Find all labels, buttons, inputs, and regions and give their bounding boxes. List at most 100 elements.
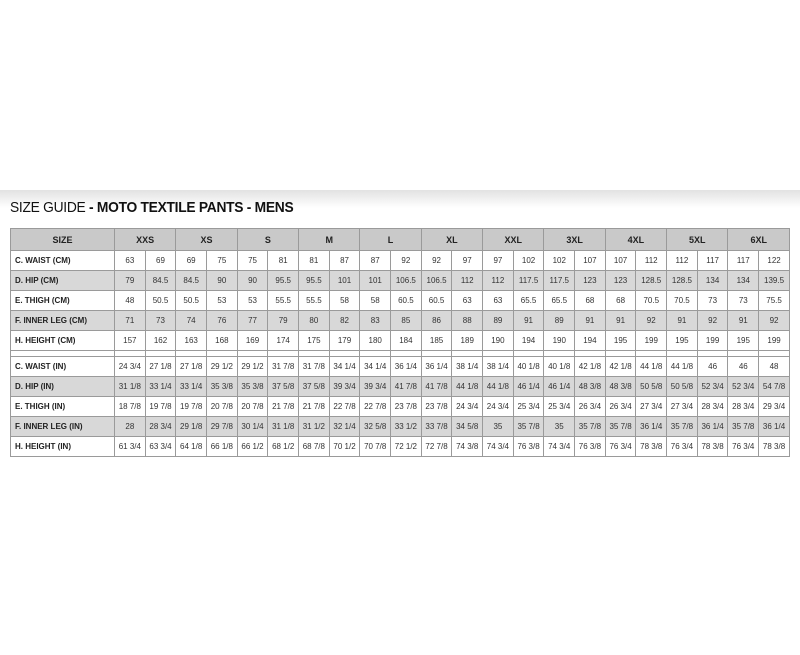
- cell-value: 46 1/4: [543, 376, 576, 397]
- cell-value: 194: [574, 330, 606, 351]
- cell-value: 28: [114, 416, 146, 437]
- cell-value: 28 3/4: [144, 416, 177, 437]
- cell-value: 24 3/4: [114, 356, 146, 377]
- cell-value: 27 1/8: [175, 356, 208, 377]
- row-label: D. HIP (IN): [10, 376, 115, 397]
- table-row: F. INNER LEG (IN) 28 28 3/4 29 1/8 29 7/8 30 …: [10, 416, 790, 437]
- cell-value: 195: [727, 330, 760, 351]
- cell-value: 48 3/8: [604, 376, 637, 397]
- cell-value: 84.5: [144, 270, 177, 291]
- cell-value: 35 3/8: [206, 376, 238, 397]
- cell-value: 74 3/4: [543, 436, 576, 457]
- cell-value: 112: [451, 270, 484, 291]
- cell-value: 55.5: [298, 290, 330, 311]
- row-label: E. THIGH (IN): [10, 396, 115, 417]
- cell-value: 91: [727, 310, 760, 331]
- cell-value: 70 7/8: [359, 436, 392, 457]
- cell-value: 18 7/8: [114, 396, 146, 417]
- cell-value: 31 1/2: [298, 416, 330, 437]
- cell-value: 38 1/4: [482, 356, 514, 377]
- cell-value: 34 1/4: [328, 356, 361, 377]
- cell-value: 40 1/8: [512, 356, 545, 377]
- cell-value: 73: [727, 290, 760, 311]
- cell-value: 179: [328, 330, 361, 351]
- cell-value: 53: [206, 290, 238, 311]
- header-size-xxl: XXL: [482, 228, 545, 251]
- cell-value: 92: [390, 250, 422, 271]
- cell-value: 36 1/4: [420, 356, 453, 377]
- header-size-l: L: [359, 228, 422, 251]
- cell-value: 29 3/4: [758, 396, 790, 417]
- cell-value: 112: [666, 250, 698, 271]
- cell-value: 68: [604, 290, 637, 311]
- cell-value: 87: [328, 250, 361, 271]
- size-table: SIZE XXS XS S M L XL XXL 3XL 4XL 5XL 6XL C. WAIST (…: [10, 228, 790, 457]
- cell-value: 128.5: [635, 270, 668, 291]
- cell-value: 97: [451, 250, 484, 271]
- row-label: C. WAIST (IN): [10, 356, 115, 377]
- page-title: SIZE GUIDE - MOTO TEXTILE PANTS - MENS: [10, 199, 294, 216]
- cell-value: 50.5: [175, 290, 208, 311]
- cell-value: 95.5: [267, 270, 300, 291]
- cell-value: 102: [543, 250, 576, 271]
- cell-value: 81: [267, 250, 300, 271]
- cell-value: 117.5: [543, 270, 576, 291]
- cell-value: 31 1/8: [114, 376, 146, 397]
- cell-value: 22 7/8: [359, 396, 392, 417]
- header-size-xxs: XXS: [113, 228, 177, 251]
- cell-value: 24 3/4: [451, 396, 484, 417]
- cell-value: 78 3/8: [635, 436, 668, 457]
- cell-value: 21 7/8: [267, 396, 300, 417]
- cell-value: 36 1/4: [635, 416, 668, 437]
- cell-value: 68: [574, 290, 606, 311]
- cell-value: 117.5: [512, 270, 545, 291]
- cell-value: 123: [604, 270, 637, 291]
- row-label: H. HEIGHT (IN): [10, 436, 115, 457]
- cell-value: 75.5: [758, 290, 790, 311]
- cell-value: 31 1/8: [267, 416, 300, 437]
- cell-value: 74: [175, 310, 208, 331]
- row-label: E. THIGH (CM): [10, 290, 115, 311]
- cell-value: 63: [114, 250, 146, 271]
- cell-value: 180: [359, 330, 392, 351]
- cell-value: 21 7/8: [298, 396, 330, 417]
- cell-value: 31 7/8: [298, 356, 330, 377]
- cell-value: 199: [696, 330, 729, 351]
- cell-value: 27 3/4: [666, 396, 698, 417]
- cell-value: 91: [512, 310, 545, 331]
- cell-value: 23 7/8: [390, 396, 422, 417]
- cell-value: 41 7/8: [390, 376, 422, 397]
- cell-value: 74 3/8: [451, 436, 484, 457]
- table-row: H. HEIGHT (CM) 157 162 163 168 169 174 175 179 18…: [10, 330, 790, 351]
- cell-value: 35 7/8: [512, 416, 545, 437]
- cell-value: 139.5: [758, 270, 790, 291]
- cell-value: 78 3/8: [696, 436, 729, 457]
- cell-value: 134: [696, 270, 729, 291]
- cell-value: 81: [298, 250, 330, 271]
- cell-value: 70.5: [666, 290, 698, 311]
- cell-value: 19 7/8: [144, 396, 177, 417]
- cell-value: 25 3/4: [512, 396, 545, 417]
- cell-value: 61 3/4: [114, 436, 146, 457]
- cell-value: 52 3/4: [727, 376, 760, 397]
- cell-value: 76 3/4: [727, 436, 760, 457]
- cell-value: 101: [359, 270, 392, 291]
- cell-value: 190: [482, 330, 514, 351]
- top-shadow-band: [0, 190, 800, 220]
- cell-value: 29 7/8: [206, 416, 238, 437]
- cell-value: 72 7/8: [420, 436, 453, 457]
- cell-value: 90: [236, 270, 269, 291]
- cell-value: 35: [543, 416, 576, 437]
- cell-value: 195: [666, 330, 698, 351]
- cell-value: 92: [696, 310, 729, 331]
- cell-value: 44 1/8: [666, 356, 698, 377]
- cell-value: 65.5: [512, 290, 545, 311]
- cell-value: 58: [328, 290, 361, 311]
- title-prefix: SIZE GUIDE: [10, 199, 86, 216]
- cell-value: 20 7/8: [206, 396, 238, 417]
- cell-value: 19 7/8: [175, 396, 208, 417]
- table-row: C. WAIST (IN) 24 3/4 27 1/8 27 1/8 29 1/2 29 …: [10, 356, 790, 377]
- cell-value: 35 7/8: [727, 416, 760, 437]
- cell-value: 107: [604, 250, 637, 271]
- cell-value: 68 1/2: [267, 436, 300, 457]
